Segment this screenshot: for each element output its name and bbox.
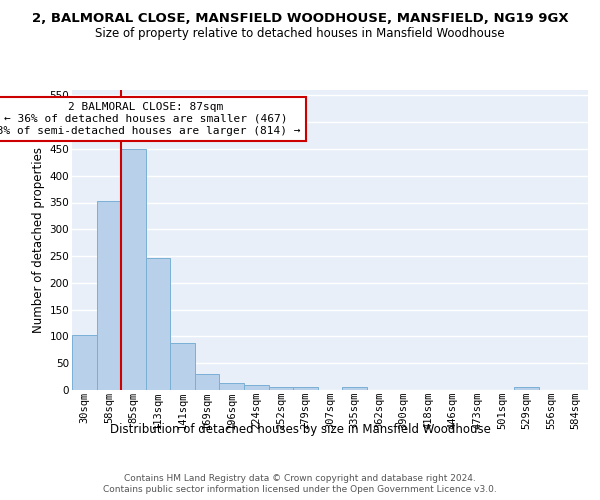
Bar (220, 383, 244, 390)
Bar (97, 201, 121, 390)
Y-axis label: Number of detached properties: Number of detached properties (32, 147, 46, 333)
Bar (121, 150, 146, 390)
Text: Distribution of detached houses by size in Mansfield Woodhouse: Distribution of detached houses by size … (110, 422, 490, 436)
Bar (170, 344, 195, 390)
Text: Size of property relative to detached houses in Mansfield Woodhouse: Size of property relative to detached ho… (95, 27, 505, 40)
Bar (195, 374, 220, 390)
Bar (146, 258, 170, 390)
Text: Contains HM Land Registry data © Crown copyright and database right 2024.: Contains HM Land Registry data © Crown c… (124, 474, 476, 483)
Bar (293, 388, 318, 390)
Bar (342, 388, 367, 390)
Text: 2 BALMORAL CLOSE: 87sqm
← 36% of detached houses are smaller (467)
63% of semi-d: 2 BALMORAL CLOSE: 87sqm ← 36% of detache… (0, 102, 301, 136)
Bar (514, 388, 539, 390)
Text: Contains public sector information licensed under the Open Government Licence v3: Contains public sector information licen… (103, 485, 497, 494)
Bar (244, 385, 269, 390)
Bar (72, 335, 97, 390)
Bar (269, 388, 293, 390)
Text: 2, BALMORAL CLOSE, MANSFIELD WOODHOUSE, MANSFIELD, NG19 9GX: 2, BALMORAL CLOSE, MANSFIELD WOODHOUSE, … (32, 12, 568, 26)
